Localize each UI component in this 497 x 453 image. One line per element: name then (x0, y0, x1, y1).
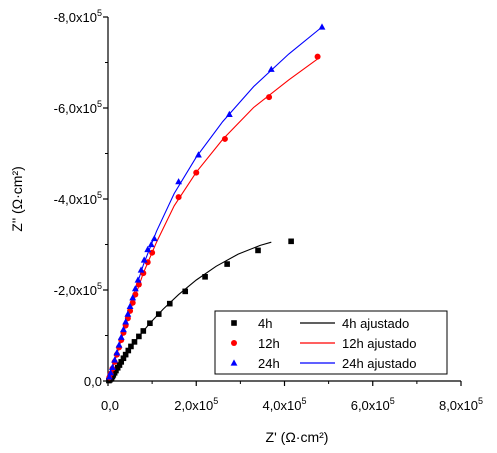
data-point-4h (136, 333, 142, 340)
x-axis-label: Z' (Ω·cm²) (266, 429, 329, 445)
y-tick-label: 0,0 (84, 374, 102, 389)
data-point-4h (288, 238, 294, 245)
legend-label-4h: 4h (258, 316, 272, 331)
y-tick-label: -2,0x105 (54, 281, 102, 298)
data-point-4h (118, 359, 125, 365)
data-point-12h (175, 194, 182, 201)
data-point-4h (128, 343, 134, 350)
legend-label-24h-ajustado: 24h ajustado (342, 356, 416, 371)
x-tick-label: 8,0x105 (439, 396, 483, 413)
data-point-24h (137, 266, 145, 273)
data-point-24h (115, 341, 123, 348)
data-point-4h (224, 261, 230, 267)
x-tick-label: 0,0 (101, 398, 119, 413)
data-point-24h (318, 23, 326, 30)
data-point-4h (255, 247, 261, 254)
data-point-24h (126, 302, 134, 309)
data-point-24h (195, 151, 202, 158)
x-tick-label: 4,0x105 (262, 396, 306, 413)
y-axis-label: Z'' (Ω·cm²) (9, 166, 25, 232)
data-point-24h (134, 276, 142, 283)
legend: 4h 12h 24h 4h ajustado 12h ajustado 24h ajust… (214, 310, 448, 375)
data-point-12h (135, 281, 142, 288)
data-point-12h (314, 53, 321, 60)
data-point-24h (120, 325, 127, 333)
data-point-12h (129, 299, 136, 306)
data-point-12h (193, 169, 200, 176)
data-point-24h (144, 245, 152, 253)
data-point-4h (182, 288, 189, 295)
data-point-24h (122, 318, 130, 325)
y-tick-label: -8,0x105 (54, 8, 102, 25)
data-point-24h (131, 285, 139, 292)
x-axis-ticks: 0,0 2,0x105 4,0x105 6,0x105 8,0x105 (101, 381, 483, 413)
legend-marker-4h (231, 320, 237, 326)
data-point-4h (140, 328, 147, 334)
data-point-4h (116, 362, 123, 368)
data-point-4h (202, 274, 208, 280)
data-points (105, 23, 326, 384)
data-point-4h (147, 320, 153, 327)
data-point-24h (124, 310, 132, 317)
data-point-12h (266, 94, 273, 101)
data-point-24h (140, 256, 148, 263)
data-point-24h (105, 373, 113, 380)
legend-label-24h: 24h (258, 356, 280, 371)
y-axis-ticks: 0,0 -2,0x105 -4,0x105 -6,0x105 -8,0x105 (54, 8, 108, 389)
data-point-24h (117, 333, 125, 340)
data-point-24h (113, 349, 121, 356)
data-point-24h (109, 363, 116, 370)
data-point-4h (122, 351, 129, 358)
y-tick-label: -6,0x105 (54, 99, 102, 116)
data-point-12h (132, 291, 139, 298)
data-point-12h (221, 135, 228, 142)
data-point-4h (131, 339, 138, 345)
data-point-12h (149, 249, 156, 256)
data-point-24h (150, 234, 158, 242)
y-tick-label: -4,0x105 (54, 190, 102, 207)
legend-marker-12h (231, 340, 237, 346)
data-point-4h (125, 347, 132, 354)
legend-label-12h-ajustado: 12h ajustado (342, 336, 416, 351)
data-point-24h (147, 240, 155, 248)
data-point-24h (111, 356, 119, 363)
data-point-24h (267, 65, 275, 72)
data-point-24h (175, 178, 182, 185)
legend-marker-24h (230, 359, 238, 366)
data-point-24h (107, 369, 115, 376)
data-point-4h (166, 300, 173, 307)
legend-label-4h-ajustado: 4h ajustado (342, 316, 409, 331)
data-point-4h (120, 355, 127, 362)
data-point-4h (155, 311, 162, 317)
legend-label-12h: 12h (258, 336, 280, 351)
x-tick-label: 2,0x105 (174, 396, 218, 413)
x-tick-label: 6,0x105 (351, 396, 395, 413)
data-point-24h (129, 294, 137, 301)
data-point-24h (225, 110, 233, 117)
